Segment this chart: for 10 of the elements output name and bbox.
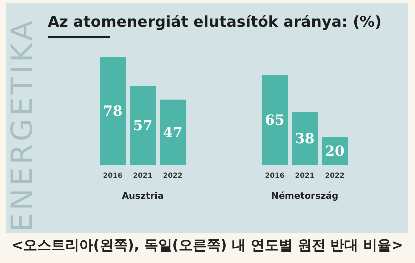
data-label: 78 <box>103 104 123 120</box>
data-label: 38 <box>295 132 315 148</box>
text: <오스트리아(왼쪽), 독일(오른쪽) 내 연도별 원전 반대 비율> <box>10 237 404 255</box>
data-label: 47 <box>163 125 183 142</box>
x-axis-title: Ausztria <box>122 192 164 202</box>
data-label: 65 <box>265 112 285 129</box>
chart-title: Az atomenergiát elutasítók aránya: (%) <box>48 13 382 31</box>
x-axis-title: Németország <box>271 191 339 202</box>
data-label: 20 <box>325 144 345 160</box>
data-label: 57 <box>133 118 153 135</box>
